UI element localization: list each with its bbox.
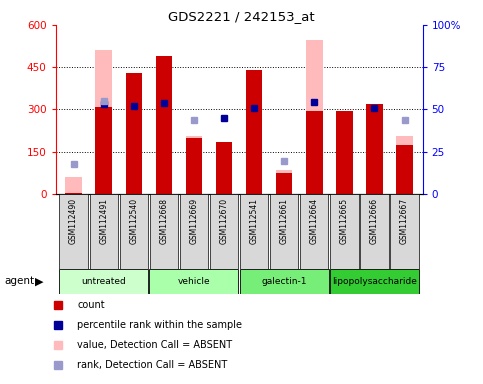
Text: percentile rank within the sample: percentile rank within the sample — [77, 320, 242, 330]
Bar — [246, 70, 262, 194]
Bar — [306, 111, 323, 194]
Bar — [65, 192, 82, 194]
Bar — [149, 269, 239, 294]
Text: GSM112666: GSM112666 — [370, 198, 379, 244]
Bar — [300, 194, 328, 269]
Bar — [89, 194, 118, 269]
Bar — [360, 194, 389, 269]
Text: GSM112541: GSM112541 — [250, 198, 258, 244]
Bar — [65, 177, 82, 194]
Bar — [330, 269, 419, 294]
Text: GSM112669: GSM112669 — [189, 198, 199, 244]
Text: GDS2221 / 242153_at: GDS2221 / 242153_at — [168, 10, 315, 23]
Bar — [185, 136, 202, 194]
Bar — [156, 56, 172, 194]
Text: agent: agent — [5, 276, 35, 286]
Bar — [276, 170, 293, 194]
Bar — [306, 40, 323, 194]
Text: GSM112661: GSM112661 — [280, 198, 289, 244]
Bar — [126, 73, 142, 194]
Bar — [59, 194, 88, 269]
Text: untreated: untreated — [81, 277, 126, 286]
Bar — [390, 194, 419, 269]
Text: GSM112667: GSM112667 — [400, 198, 409, 244]
Bar — [180, 194, 208, 269]
Bar — [240, 194, 268, 269]
Bar — [59, 269, 148, 294]
Bar — [96, 107, 112, 194]
Bar — [270, 194, 298, 269]
Text: GSM112491: GSM112491 — [99, 198, 108, 244]
Bar — [396, 136, 413, 194]
Text: GSM112540: GSM112540 — [129, 198, 138, 244]
Bar — [336, 111, 353, 194]
Text: GSM112665: GSM112665 — [340, 198, 349, 244]
Text: galectin-1: galectin-1 — [261, 277, 307, 286]
Text: GSM112670: GSM112670 — [220, 198, 228, 244]
Bar — [216, 142, 232, 194]
Text: rank, Detection Call = ABSENT: rank, Detection Call = ABSENT — [77, 360, 227, 370]
Bar — [396, 145, 413, 194]
Bar — [210, 194, 238, 269]
Bar — [240, 269, 329, 294]
Bar — [366, 104, 383, 194]
Text: count: count — [77, 300, 105, 310]
Bar — [276, 173, 293, 194]
Bar — [96, 50, 112, 194]
Text: GSM112668: GSM112668 — [159, 198, 169, 244]
Bar — [120, 194, 148, 269]
Text: value, Detection Call = ABSENT: value, Detection Call = ABSENT — [77, 340, 232, 350]
Text: ▶: ▶ — [35, 276, 43, 286]
Text: lipopolysaccharide: lipopolysaccharide — [332, 277, 417, 286]
Text: GSM112490: GSM112490 — [69, 198, 78, 244]
Text: vehicle: vehicle — [178, 277, 210, 286]
Text: GSM112664: GSM112664 — [310, 198, 319, 244]
Bar — [330, 194, 358, 269]
Bar — [150, 194, 178, 269]
Bar — [185, 137, 202, 194]
